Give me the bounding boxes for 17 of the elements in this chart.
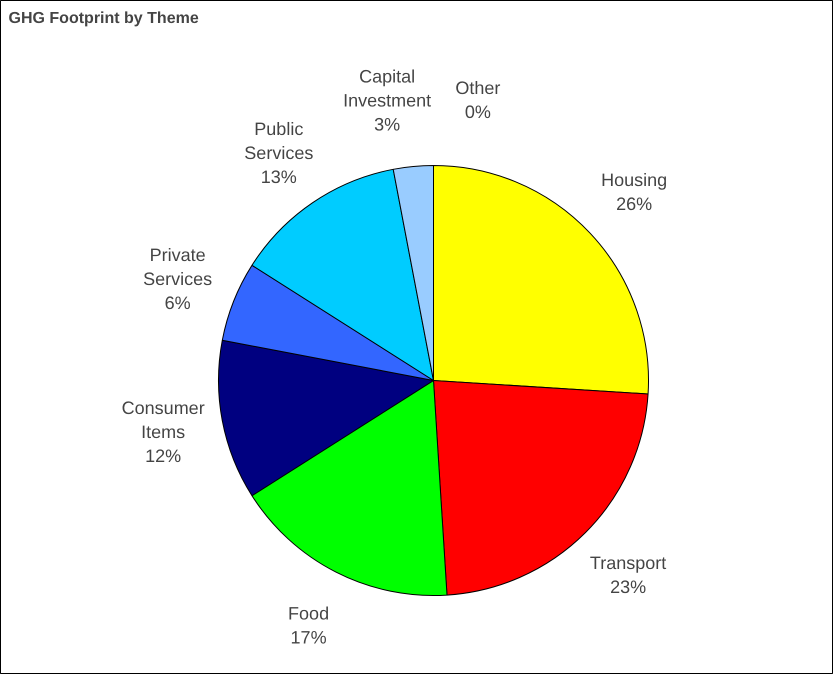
data-label: 23% bbox=[610, 577, 646, 598]
data-label: 6% bbox=[164, 293, 191, 314]
slice-label: Food bbox=[288, 604, 330, 624]
slice-label: Private Services bbox=[143, 245, 212, 290]
slice-label: Public Services bbox=[244, 118, 314, 163]
data-label: 3% bbox=[374, 114, 400, 135]
slice-label: Transport bbox=[590, 553, 666, 574]
slice-label: Housing bbox=[601, 170, 668, 190]
slice-label: Capital Investment bbox=[343, 66, 432, 111]
data-label: 13% bbox=[260, 166, 297, 187]
category-label: Other bbox=[455, 78, 500, 98]
text: 0% bbox=[464, 102, 491, 122]
chart-title: GHG Footprint by Theme bbox=[8, 10, 199, 27]
data-label: 12% bbox=[145, 446, 182, 466]
data-label: 26% bbox=[616, 194, 652, 214]
data-label: 17% bbox=[290, 628, 327, 648]
slice-label: Consumer Items bbox=[122, 398, 205, 442]
